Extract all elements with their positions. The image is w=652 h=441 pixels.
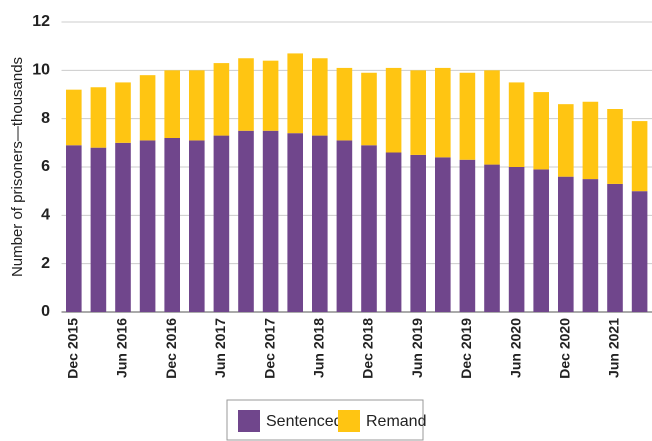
x-tick-label: Dec 2015 [65, 318, 81, 379]
bar-segment [385, 67, 402, 153]
y-tick-label: 0 [41, 303, 50, 320]
x-tick-label: Jun 2020 [507, 318, 523, 378]
bar-segment [508, 167, 525, 312]
bar-segment [336, 140, 353, 312]
bar-segment [213, 135, 230, 312]
bar-segment [115, 142, 131, 312]
bar-segment [312, 135, 328, 312]
x-tick-label: Jun 2017 [212, 318, 228, 378]
bar-segment [189, 70, 205, 141]
bar-segment [90, 147, 107, 312]
bar-segment [213, 63, 230, 136]
bar-segment [508, 82, 525, 167]
y-tick-label: 10 [32, 62, 50, 79]
legend-label: Sentenced [266, 413, 343, 430]
legend-swatch [238, 410, 260, 432]
x-tick-label: Jun 2021 [606, 318, 622, 378]
legend-swatch [338, 410, 360, 432]
bar-segment [238, 130, 254, 312]
bar-segment [262, 130, 279, 312]
x-tick-label: Jun 2016 [114, 318, 130, 378]
bar-segment [238, 58, 254, 131]
x-tick-label: Dec 2017 [261, 318, 277, 379]
bar-segment [558, 176, 574, 312]
bar-segment [435, 67, 451, 158]
bar-segment [484, 164, 500, 312]
bar-segment [312, 58, 328, 136]
bar-segment [361, 145, 377, 312]
bar-segment [115, 82, 131, 143]
bar-segment [361, 72, 377, 146]
bar-segment [459, 159, 476, 312]
bar-segment [410, 70, 426, 155]
bar-segment [66, 89, 82, 146]
bar-segment [582, 101, 599, 180]
y-tick-label: 2 [41, 255, 50, 272]
bar-segment [607, 183, 623, 312]
bar-segment [189, 140, 205, 312]
y-axis-title: Number of prisoners—thousands [9, 57, 26, 277]
bar-segment [139, 75, 156, 141]
bar-segment [533, 92, 549, 170]
bar-segment [287, 53, 303, 134]
bar-segment [164, 70, 180, 138]
x-tick-label: Dec 2018 [360, 318, 376, 379]
bar-segment [139, 140, 156, 312]
bar-segment [533, 169, 549, 312]
bar-segment [287, 133, 303, 312]
bar-segment [631, 121, 648, 192]
x-tick-label: Dec 2020 [557, 318, 573, 379]
bar-segment [164, 138, 180, 312]
bar-segment [90, 87, 107, 148]
y-tick-label: 8 [41, 110, 50, 127]
legend-label: Remand [366, 413, 426, 430]
bar-segment [582, 179, 599, 312]
x-tick-label: Jun 2018 [311, 318, 327, 378]
bar-segment [607, 109, 623, 184]
bar-segment [459, 72, 476, 160]
y-tick-label: 4 [41, 207, 50, 224]
bar-segment [385, 152, 402, 312]
bar-segment [262, 60, 279, 131]
bar-segment [410, 154, 426, 312]
bar-segment [484, 70, 500, 165]
y-tick-label: 6 [41, 158, 50, 175]
bar-segment [558, 104, 574, 177]
x-tick-label: Dec 2016 [163, 318, 179, 379]
y-tick-label: 12 [32, 13, 50, 30]
bar-segment [336, 67, 353, 141]
x-tick-label: Dec 2019 [458, 318, 474, 379]
bar-segment [631, 191, 648, 312]
bar-segment [435, 157, 451, 312]
x-tick-label: Jun 2019 [409, 318, 425, 378]
bar-segment [66, 145, 82, 312]
